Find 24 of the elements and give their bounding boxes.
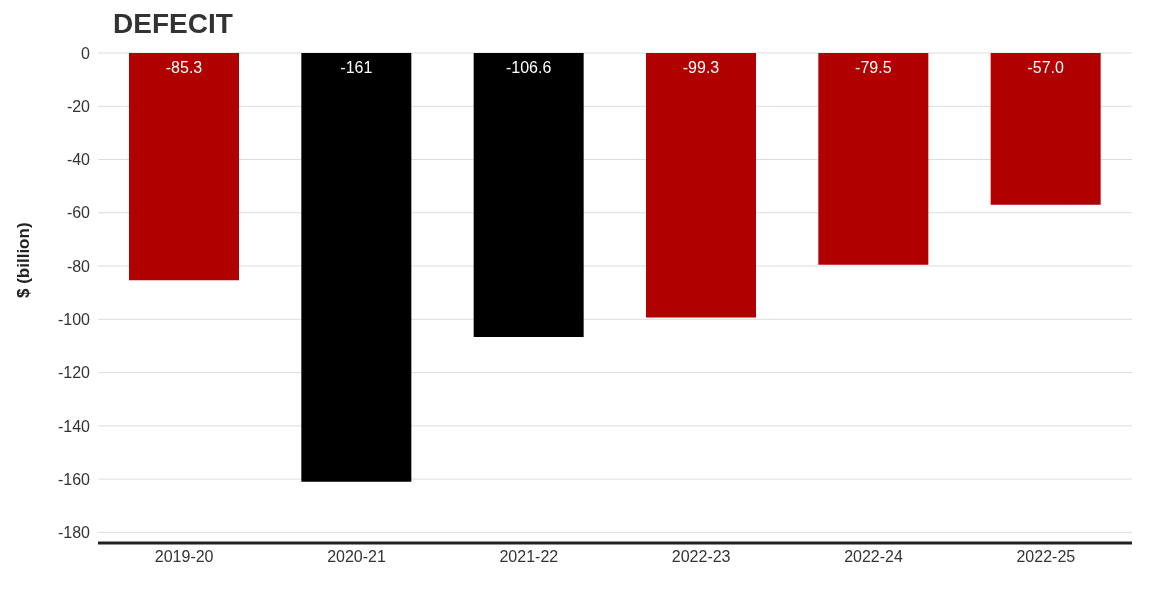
y-axis-title: $ (billion) [14, 222, 34, 298]
y-tick-label: -20 [66, 97, 91, 115]
data-label: -57.0 [1027, 59, 1064, 76]
x-tick-label: 2019-20 [154, 548, 214, 566]
y-tick-label: -60 [66, 204, 91, 222]
x-tick-label: 2022-25 [1016, 548, 1076, 566]
x-tick-label: 2022-23 [671, 548, 731, 566]
y-tick-label: -140 [57, 417, 91, 435]
x-tick-label: 2021-22 [499, 548, 559, 566]
y-tick-label: -180 [57, 524, 91, 542]
y-tick-label: -40 [66, 151, 91, 169]
y-tick-label: -120 [57, 364, 91, 382]
y-tick-label: -80 [66, 257, 91, 275]
data-label: -99.3 [682, 59, 720, 76]
x-tick-label: 2020-21 [327, 548, 386, 566]
data-label: -161 [340, 59, 373, 76]
y-tick-label: -100 [57, 310, 91, 328]
data-label: -85.3 [165, 59, 203, 76]
data-label: -79.5 [855, 59, 892, 76]
y-tick-label: 0 [81, 44, 91, 62]
x-tick-label: 2022-24 [844, 548, 903, 566]
data-label: -106.6 [505, 59, 552, 76]
chart-title: DEFECIT [113, 8, 233, 40]
y-tick-label: -160 [57, 470, 91, 488]
